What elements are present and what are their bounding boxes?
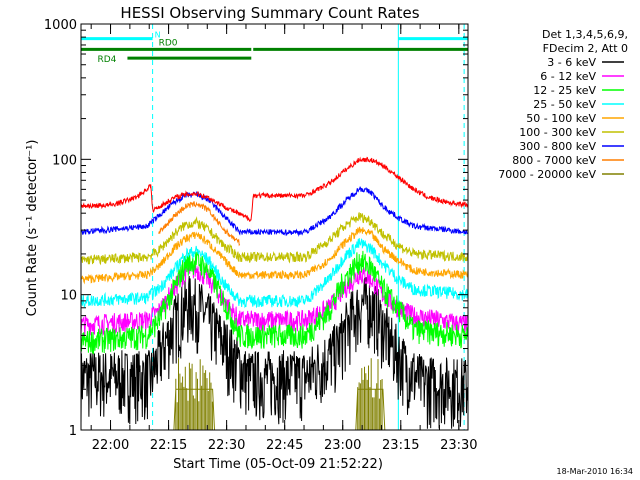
- x-tick-label: 23:30: [440, 438, 477, 453]
- legend-entry-label: 300 - 800 keV: [519, 140, 596, 153]
- series-line-5: [80, 212, 469, 266]
- y-tick-label: 100: [52, 153, 77, 168]
- timestamp: 18-Mar-2010 16:34: [557, 467, 634, 476]
- chart-title: HESSI Observing Summary Count Rates: [120, 4, 419, 22]
- legend-entry-label: 25 - 50 keV: [533, 98, 596, 111]
- axes: 1 10 100 1000 22:00 22:15 22:30 22:45 23:00 23:15…: [44, 18, 478, 453]
- legend-entry-label: 6 - 12 keV: [540, 70, 596, 83]
- x-axis-label: Start Time (05-Oct-09 21:52:22): [173, 457, 383, 472]
- legend-entry-label: 800 - 7000 keV: [512, 154, 596, 167]
- legend-entry-label: 12 - 25 keV: [533, 84, 596, 97]
- x-tick-label: 22:45: [266, 438, 303, 453]
- y-axis-label: Count Rate (s⁻¹ detector⁻¹): [25, 140, 40, 317]
- x-tick-label: 22:30: [208, 438, 245, 453]
- series-line-2: [80, 249, 469, 355]
- legend-entry-label: 50 - 100 keV: [526, 112, 596, 125]
- attenuator-label: RD4: [97, 55, 116, 65]
- legend-entry-label: 3 - 6 keV: [547, 56, 596, 69]
- legend-header: FDecim 2, Att 0: [543, 42, 628, 55]
- legend: Det 1,3,4,5,6,9,FDecim 2, Att 03 - 6 keV…: [498, 28, 628, 181]
- series-line-6: [80, 186, 468, 237]
- x-tick-label: 23:15: [382, 438, 419, 453]
- attenuator-label: RD0: [159, 38, 178, 48]
- y-tick-label: 1: [69, 424, 77, 439]
- night-marker-label: N: [155, 31, 161, 40]
- y-tick-label: 1000: [44, 18, 77, 33]
- series-line-7: [158, 201, 241, 247]
- x-tick-label: 22:00: [92, 438, 129, 453]
- legend-entry-label: 7000 - 20000 keV: [498, 168, 596, 181]
- series-line-red: [80, 156, 469, 222]
- x-tick-label: 22:15: [150, 438, 187, 453]
- series-line-0: [80, 275, 469, 429]
- plot-frame: [80, 23, 469, 431]
- series-line-4: [80, 226, 469, 285]
- y-tick-label: 10: [60, 289, 77, 304]
- series-line-3: [80, 238, 469, 309]
- legend-header: Det 1,3,4,5,6,9,: [542, 28, 628, 41]
- legend-entry-label: 100 - 300 keV: [519, 126, 596, 139]
- x-tick-label: 23:00: [324, 438, 361, 453]
